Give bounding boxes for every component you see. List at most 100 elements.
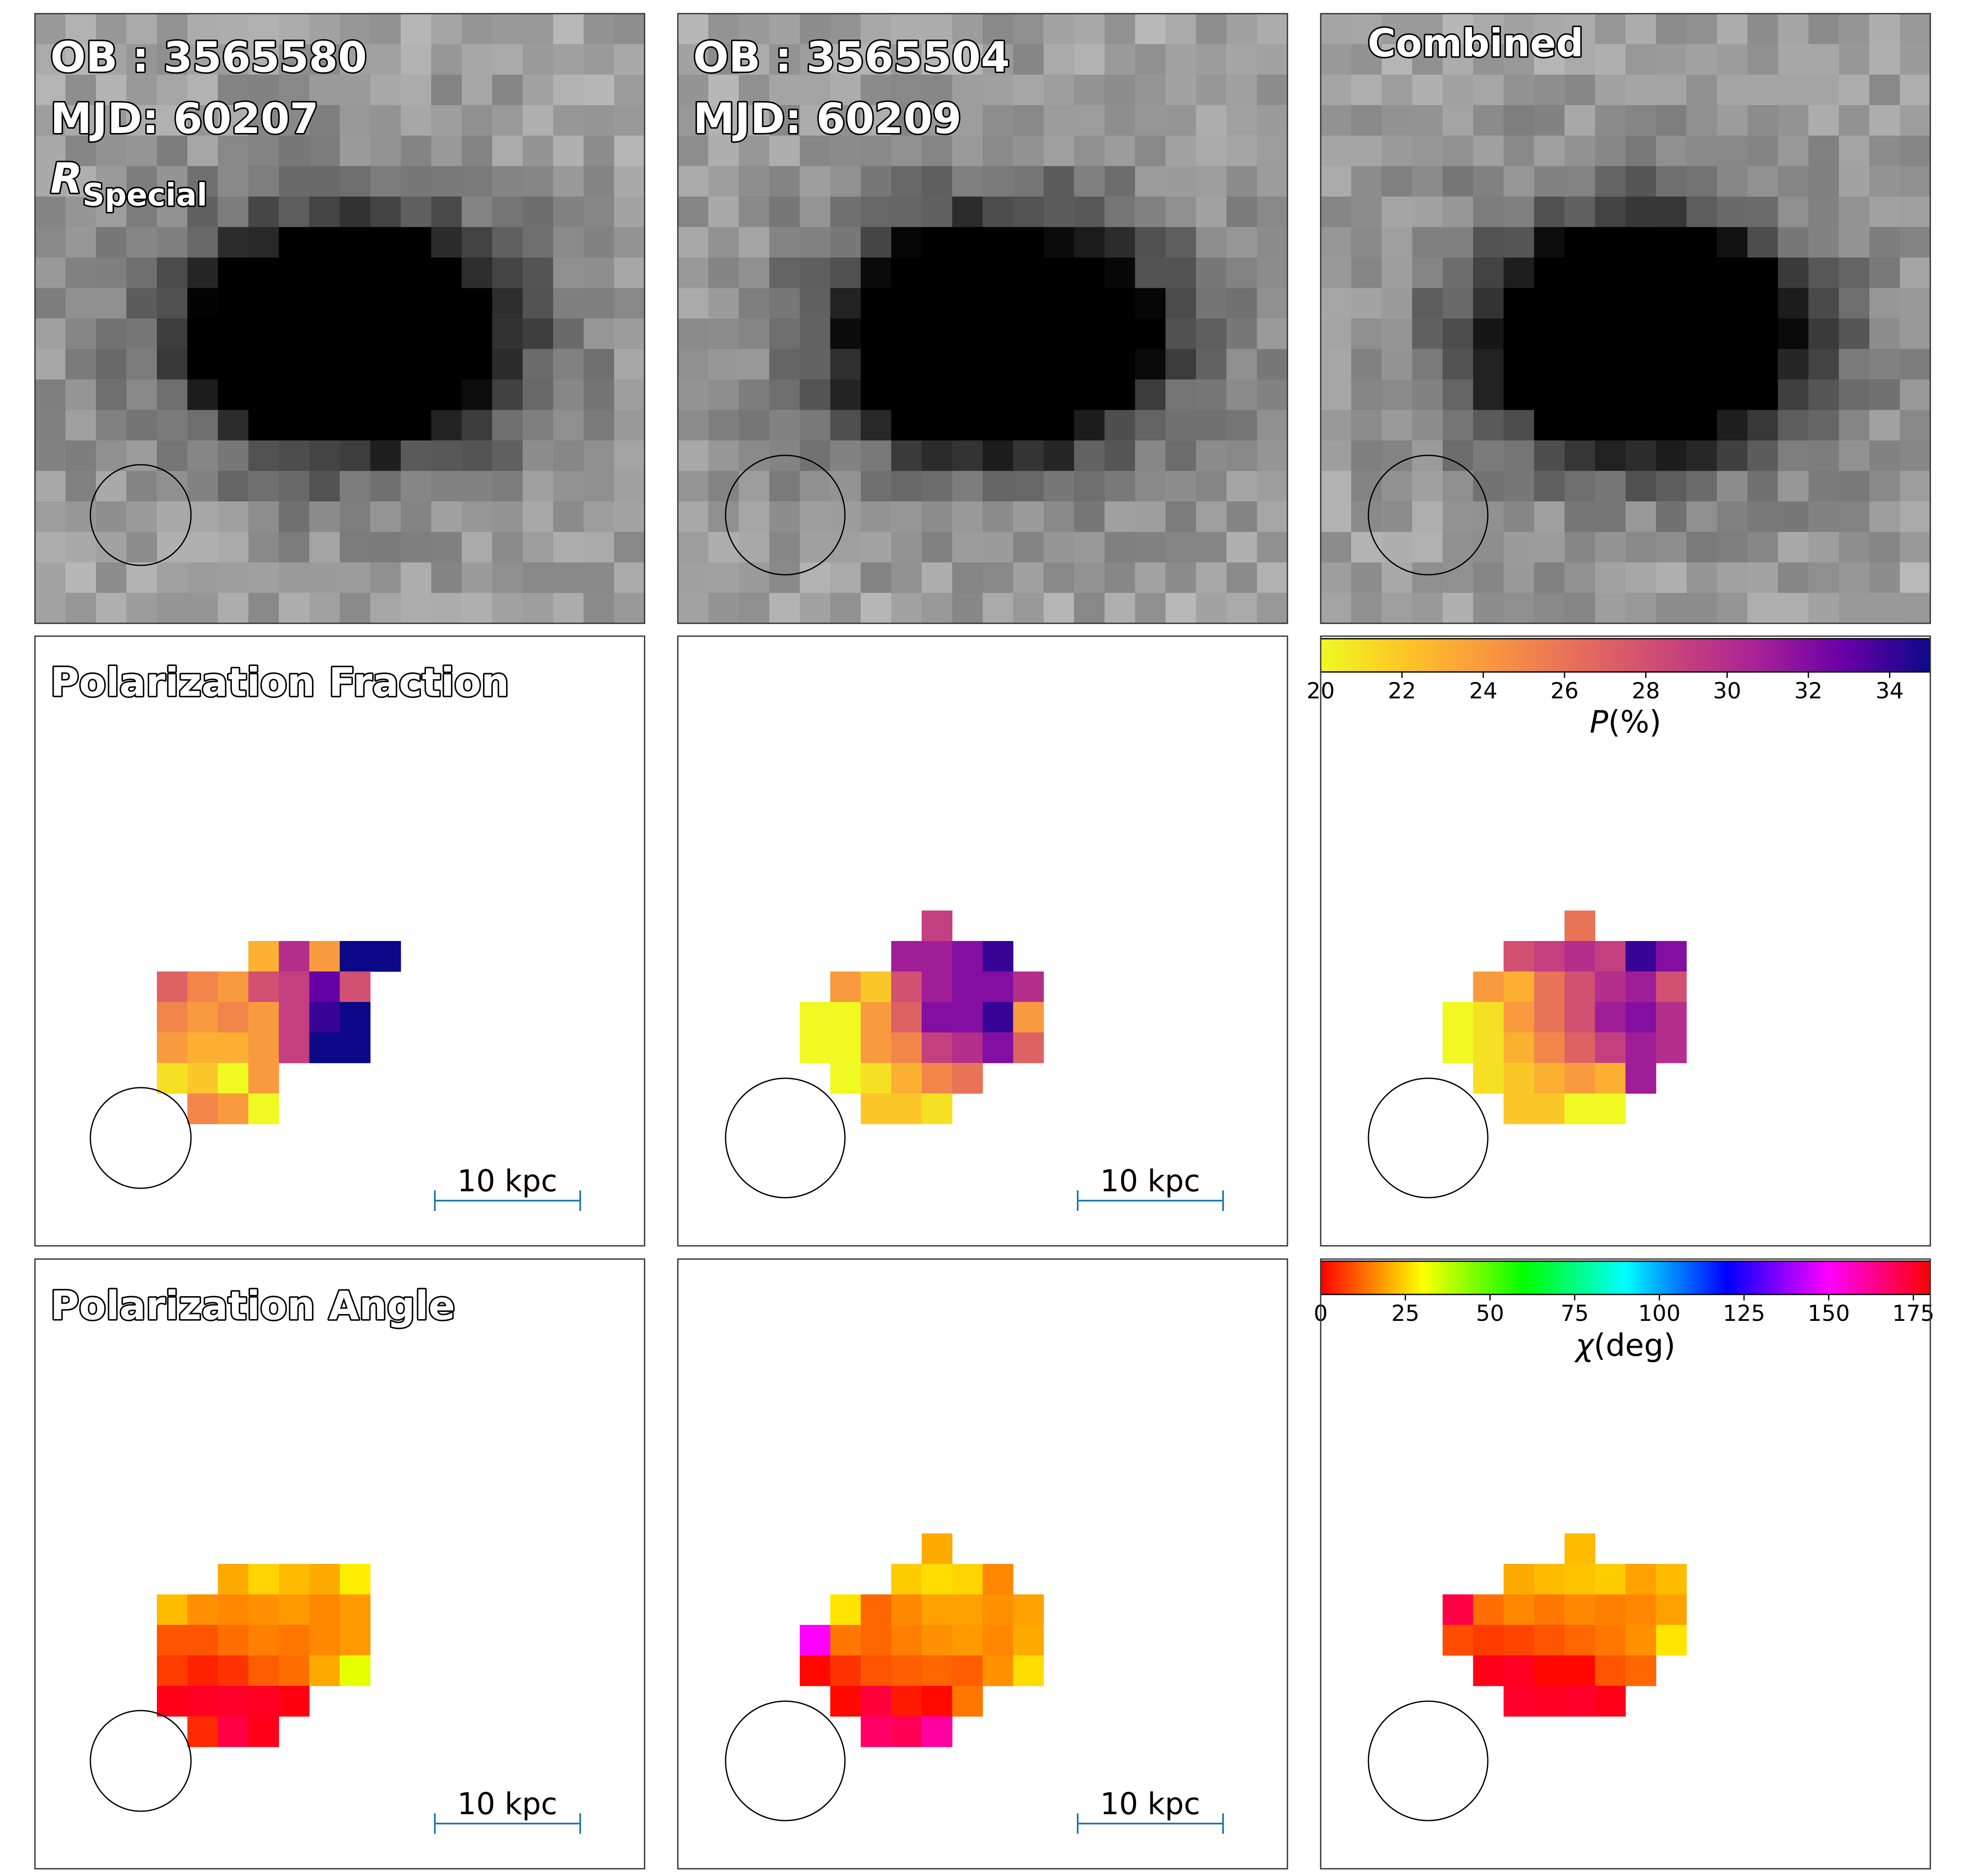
intensity-pixel xyxy=(891,14,922,45)
intensity-pixel xyxy=(1656,410,1687,441)
pol-angle-pixel xyxy=(1565,1533,1596,1564)
pol-angle-pixel xyxy=(922,1533,953,1564)
intensity-pixel xyxy=(584,105,615,136)
intensity-pixel xyxy=(1565,288,1596,319)
intensity-pixel xyxy=(1808,288,1840,319)
intensity-pixel xyxy=(1105,410,1136,441)
intensity-pixels xyxy=(1321,14,1931,624)
intensity-pixel xyxy=(1717,105,1748,136)
intensity-pixel xyxy=(1074,136,1105,167)
pol-angle-pixel xyxy=(1656,1625,1687,1656)
intensity-pixel xyxy=(1534,501,1565,533)
intensity-pixel xyxy=(800,562,831,593)
intensity-pixel xyxy=(1044,501,1075,533)
pol-fraction-pixel xyxy=(830,1063,861,1094)
intensity-pixel xyxy=(1625,105,1657,136)
pol-angle-pixel xyxy=(340,1594,371,1625)
intensity-pixel xyxy=(891,288,922,319)
intensity-pixel xyxy=(1869,562,1900,593)
intensity-pixel xyxy=(309,105,340,136)
intensity-pixel xyxy=(248,562,279,593)
intensity-pixel xyxy=(1044,44,1075,75)
intensity-pixel xyxy=(922,562,953,593)
pol-fraction-pixel xyxy=(1625,941,1657,972)
pol-angle-pixel xyxy=(1504,1564,1535,1595)
intensity-pixel xyxy=(523,501,554,533)
intensity-pixel xyxy=(1839,379,1870,411)
intensity-pixel xyxy=(769,258,800,289)
intensity-pixel xyxy=(769,44,800,75)
intensity-pixel xyxy=(309,440,340,472)
intensity-pixel xyxy=(462,136,493,167)
intensity-pixel xyxy=(1778,440,1809,472)
pol-angle-pixel xyxy=(952,1564,983,1595)
intensity-pixel xyxy=(187,166,218,197)
intensity-pixel xyxy=(1166,227,1197,258)
intensity-pixel xyxy=(187,349,218,380)
intensity-pixel xyxy=(126,105,157,136)
pol-angle-pixel xyxy=(1595,1655,1626,1686)
intensity-pixel xyxy=(891,593,922,624)
intensity-pixel xyxy=(1044,562,1075,593)
intensity-pixel xyxy=(983,14,1014,45)
intensity-pixel xyxy=(800,14,831,45)
intensity-pixel xyxy=(462,562,493,593)
intensity-pixel xyxy=(1869,197,1900,228)
intensity-pixel xyxy=(248,105,279,136)
pol-fraction-pixel xyxy=(1565,910,1596,941)
intensity-pixel xyxy=(1717,593,1748,624)
intensity-pixel xyxy=(861,532,892,563)
intensity-pixel xyxy=(1351,471,1382,502)
intensity-pixel xyxy=(1135,593,1166,624)
intensity-pixel xyxy=(401,197,432,228)
intensity-pixel xyxy=(1504,166,1535,197)
intensity-pixel xyxy=(1747,105,1779,136)
intensity-pixel xyxy=(309,14,340,45)
pol-angle-pixel xyxy=(1595,1625,1626,1656)
intensity-pixel xyxy=(891,105,922,136)
intensity-pixel xyxy=(553,14,584,45)
intensity-pixel xyxy=(462,532,493,563)
intensity-pixel xyxy=(1321,44,1352,75)
intensity-pixel xyxy=(584,532,615,563)
intensity-pixel xyxy=(1321,288,1352,319)
intensity-pixel xyxy=(126,14,157,45)
panel-frame xyxy=(677,1258,1288,1870)
intensity-pixel xyxy=(1717,532,1748,563)
intensity-pixel xyxy=(1839,288,1870,319)
intensity-pixel xyxy=(1321,349,1352,380)
intensity-pixel xyxy=(983,166,1014,197)
pol-angle-pixel xyxy=(1565,1625,1596,1656)
scale-bar-label: 10 kpc xyxy=(1100,1164,1200,1199)
intensity-pixel xyxy=(614,258,645,289)
intensity-pixel xyxy=(309,501,340,533)
pol-fraction-pixel xyxy=(1595,1063,1626,1094)
intensity-pixel xyxy=(830,471,861,502)
intensity-pixel xyxy=(739,410,770,441)
intensity-pixel xyxy=(340,349,371,380)
intensity-pixel xyxy=(1504,105,1535,136)
intensity-pixel xyxy=(1443,75,1474,106)
intensity-pixel xyxy=(370,105,401,136)
intensity-pixel xyxy=(248,197,279,228)
intensity-pixel xyxy=(65,410,96,441)
intensity-pixel xyxy=(65,258,96,289)
beam-circle xyxy=(1368,1700,1489,1821)
intensity-pixel xyxy=(96,501,127,533)
colorbar-tick-label: 125 xyxy=(1723,1301,1765,1326)
pol-fraction-pixel xyxy=(157,1032,188,1063)
intensity-pixel xyxy=(126,349,157,380)
intensity-pixel xyxy=(1351,44,1382,75)
pol-angle-pixel xyxy=(187,1686,218,1717)
intensity-pixel xyxy=(96,318,127,350)
intensity-pixel xyxy=(861,410,892,441)
colorbar-label-symbol: χ xyxy=(1574,1327,1595,1363)
intensity-pixel xyxy=(891,227,922,258)
intensity-pixel xyxy=(462,349,493,380)
intensity-pixel xyxy=(1351,197,1382,228)
intensity-pixel xyxy=(1778,562,1809,593)
intensity-pixel xyxy=(431,379,462,411)
intensity-pixel xyxy=(1900,136,1931,167)
mjd-label: MJD: 60209 xyxy=(693,95,962,143)
pol-fraction-pixel xyxy=(1625,1032,1657,1063)
